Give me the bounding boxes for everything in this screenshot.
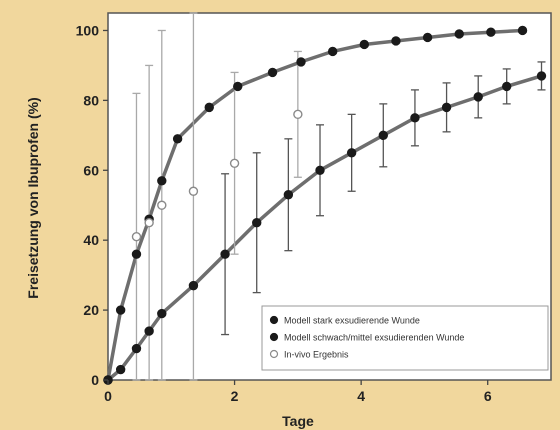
series-2-point [157, 308, 167, 319]
x-axis-label: Tage [282, 413, 314, 429]
series-2-point [378, 130, 388, 141]
legend-box [261, 305, 549, 371]
series-2-point [144, 326, 154, 336]
series-1-point [517, 25, 528, 36]
series-2-point [315, 165, 325, 175]
series-3-point [188, 186, 199, 196]
series-1-point [204, 102, 214, 113]
series-1-point [296, 57, 306, 67]
series-3-point [144, 218, 154, 228]
series-3-point [229, 158, 240, 168]
series-1-point [359, 39, 370, 50]
series-1-point [454, 29, 464, 39]
y-tick-label: 40 [83, 232, 99, 248]
y-axis-label: Freisetzung von Ibuprofen (%) [25, 97, 41, 298]
legend-marker [269, 349, 279, 359]
series-2-point [283, 190, 294, 200]
series-1-point [422, 32, 433, 43]
x-tick-label: 2 [231, 388, 239, 404]
series-2-point [410, 113, 420, 123]
series-2-point [441, 102, 452, 113]
legend-label: Modell schwach/mittel exsudierenden Wund… [284, 333, 464, 343]
y-tick-label: 60 [83, 162, 99, 178]
series-1-point [486, 27, 496, 37]
series-1-point [327, 46, 338, 57]
legend-label: Modell stark exsudierende Wunde [284, 316, 420, 326]
series-2-point [473, 92, 483, 102]
series-2-point [252, 218, 262, 228]
series-1-point [157, 176, 167, 186]
series-1-point [391, 36, 401, 46]
series-2-point [131, 343, 142, 354]
series-3-point [131, 231, 142, 242]
series-2-point [536, 71, 547, 81]
x-tick-label: 0 [104, 388, 112, 404]
series-2-point [346, 148, 357, 158]
legend-marker [269, 315, 279, 325]
series-2-point [220, 249, 230, 259]
series-3-point [157, 200, 167, 210]
series-2-point [188, 280, 199, 291]
y-tick-label: 0 [91, 372, 99, 388]
data-points [103, 25, 547, 385]
legend-label: In-vivo Ergebnis [284, 350, 349, 360]
legend: Modell stark exsudierende Wunde Modell sc… [261, 305, 549, 371]
series-1-point [131, 249, 142, 259]
series-1-point [233, 81, 243, 92]
series-2-point [115, 364, 126, 375]
axes: 0 20 40 60 80 100 0 2 4 6 [76, 22, 492, 404]
y-tick-label: 100 [76, 22, 100, 38]
x-tick-label: 6 [484, 388, 492, 404]
x-tick-label: 4 [357, 388, 365, 404]
y-tick-label: 20 [83, 302, 99, 318]
y-tick-label: 80 [83, 92, 99, 108]
series-1-point [267, 67, 278, 78]
series-1-point [115, 305, 126, 315]
series-2-point [502, 81, 512, 92]
series-3-point [293, 109, 303, 120]
series-1-point [172, 134, 183, 144]
legend-marker [269, 332, 279, 342]
